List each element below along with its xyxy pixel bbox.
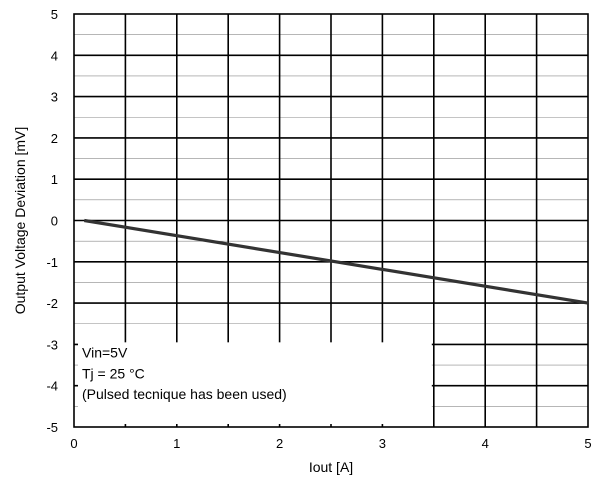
x-tick-labels: 0 1 2 3 4 5	[70, 436, 591, 451]
y-tick-label: 4	[51, 48, 58, 63]
y-tick-label: 2	[51, 131, 58, 146]
x-tick-label: 0	[70, 436, 77, 451]
y-tick-label: -5	[46, 420, 58, 435]
y-tick-label: 5	[51, 7, 58, 22]
y-tick-label: 3	[51, 90, 58, 105]
annotation-tj: Tj = 25 °C	[82, 365, 145, 381]
y-tick-label: -2	[46, 296, 58, 311]
x-tick-label: 1	[173, 436, 180, 451]
series-line-0	[84, 218, 589, 305]
x-tick-label: 5	[584, 436, 591, 451]
x-tick-label: 4	[482, 436, 489, 451]
y-axis-label: Output Voltage Deviation [mV]	[12, 127, 28, 315]
annotation-vin: Vin=5V	[82, 345, 128, 361]
y-tick-label: -4	[46, 379, 58, 394]
plot-frame	[73, 13, 589, 428]
x-tick-label: 2	[276, 436, 283, 451]
series-layer	[84, 218, 589, 305]
y-tick-label: 1	[51, 172, 58, 187]
y-tick-label: -1	[46, 255, 58, 270]
x-tick-label: 3	[379, 436, 386, 451]
annotation-text: Vin=5V Tj = 25 °C (Pulsed tecnique has b…	[82, 345, 287, 402]
annotation-pulsed: (Pulsed tecnique has been used)	[82, 386, 287, 402]
y-tick-label: -3	[46, 337, 58, 352]
y-tick-label: 0	[51, 214, 58, 229]
annotation-box	[78, 342, 432, 424]
x-axis-label: Iout [A]	[309, 459, 353, 475]
y-tick-labels: 5 4 3 2 1 0 -1 -2 -3 -4 -5	[46, 7, 58, 435]
